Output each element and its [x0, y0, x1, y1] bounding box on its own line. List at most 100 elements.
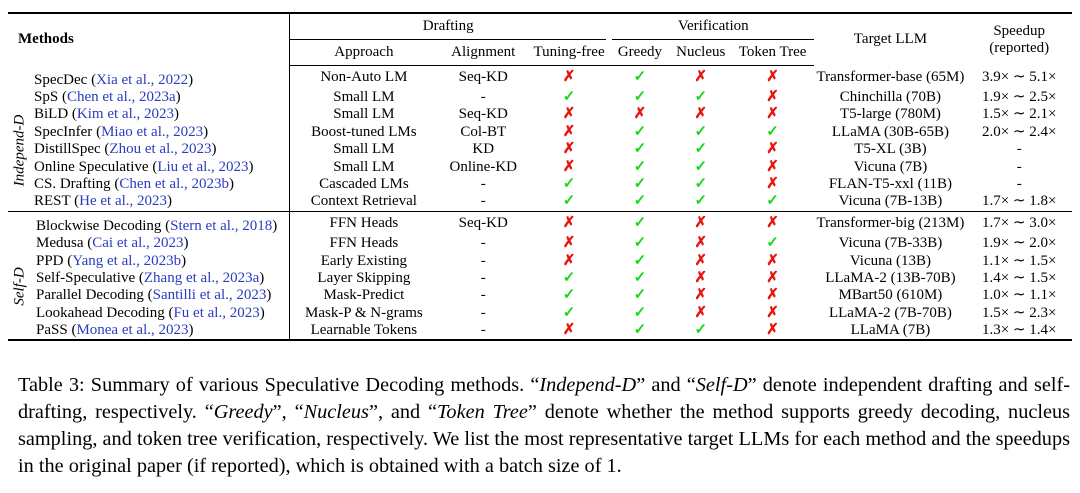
cross-icon: ✗: [529, 210, 610, 236]
method-name: CS. Drafting (Chen et al., 2023b): [34, 176, 234, 193]
speedup: 3.9× ∼ 5.1×: [981, 68, 1057, 85]
header-alignment: Alignment: [437, 39, 530, 66]
check-icon: ✓: [633, 287, 647, 304]
cross-icon: ✗: [766, 287, 779, 304]
table-row: DistillSpec (Zhou et al., 2023) Small LM…: [8, 141, 1072, 159]
header-drafting: Drafting: [289, 14, 610, 40]
header-target: Target LLM: [853, 31, 928, 48]
header-approach: Approach: [289, 39, 438, 66]
check-icon: ✓: [609, 210, 671, 236]
speedup: 1.9× ∼ 2.0×: [981, 235, 1057, 252]
approach: Mask-Predict: [289, 287, 438, 305]
cross-icon: ✗: [562, 141, 576, 158]
speedup: 1.1× ∼ 1.5×: [981, 252, 1057, 269]
citation-link[interactable]: Cai et al., 2023: [92, 235, 184, 252]
citation-link[interactable]: Liu et al., 2023: [157, 158, 249, 175]
header-verification: Verification: [606, 14, 815, 40]
method-name: BiLD (Kim et al., 2023): [34, 106, 179, 123]
cross-icon: ✗: [694, 68, 708, 85]
method-name: SpS (Chen et al., 2023a): [34, 89, 181, 106]
target-llm: LLaMA (7B): [850, 322, 931, 339]
target-llm: T5-large (780M): [839, 106, 941, 123]
speedup: -: [1016, 141, 1022, 158]
cross-icon: ✗: [562, 322, 576, 339]
check-icon: ✓: [562, 193, 576, 210]
approach: Learnable Tokens: [289, 321, 438, 340]
citation-link[interactable]: Yang et al., 2023b: [72, 252, 182, 269]
target-llm: Vicuna (7B-13B): [838, 193, 943, 210]
citation-link[interactable]: Santilli et al., 2023: [152, 287, 267, 304]
approach: Small LM: [289, 141, 438, 159]
table-row: PPD (Yang et al., 2023b) Early Existing …: [8, 252, 1072, 270]
speedup: 1.0× ∼ 1.1×: [981, 287, 1057, 304]
cross-icon: ✗: [766, 269, 779, 286]
check-icon: ✓: [562, 89, 576, 106]
target-llm: Transformer-base (65M): [816, 68, 965, 85]
citation-link[interactable]: Zhou et al., 2023: [109, 141, 212, 158]
target-llm: T5-XL (3B): [854, 141, 927, 158]
table-row: REST (He et al., 2023) Context Retrieval…: [8, 193, 1072, 212]
cross-icon: ✗: [694, 304, 708, 321]
citation-link[interactable]: Fu et al., 2023: [173, 304, 260, 321]
check-icon: ✓: [766, 193, 779, 210]
header-greedy: Greedy: [609, 39, 671, 66]
cross-icon: ✗: [562, 123, 576, 140]
table-row: CS. Drafting (Chen et al., 2023b) Cascad…: [8, 175, 1072, 194]
alignment: -: [480, 193, 486, 210]
alignment: -: [480, 176, 486, 193]
cross-icon: ✗: [766, 176, 779, 193]
group-label-independ-d: Independ-D: [11, 114, 28, 186]
cross-icon: ✗: [562, 106, 576, 123]
table-row: SpecInfer (Miao et al., 2023) Boost-tune…: [8, 123, 1072, 142]
check-icon: ✓: [694, 176, 708, 193]
speedup: 1.3× ∼ 1.4×: [981, 322, 1057, 339]
citation-link[interactable]: Chen et al., 2023a: [66, 89, 176, 106]
target-llm: LLaMA-2 (7B-70B): [828, 304, 952, 321]
check-icon: ✓: [633, 252, 647, 269]
alignment: KD: [472, 141, 495, 158]
approach: Small LM: [289, 158, 438, 176]
check-icon: ✓: [633, 141, 647, 158]
citation-link[interactable]: Stern et al., 2018: [170, 217, 273, 234]
speedup: 1.5× ∼ 2.3×: [981, 304, 1057, 321]
cross-icon: ✗: [694, 252, 708, 269]
alignment: -: [480, 322, 486, 339]
citation-link[interactable]: He et al., 2023: [79, 193, 168, 210]
approach: Early Existing: [289, 252, 438, 270]
target-llm: Chinchilla (70B): [839, 89, 942, 106]
check-icon: ✓: [562, 269, 576, 286]
cross-icon: ✗: [766, 304, 779, 321]
check-icon: ✓: [633, 322, 647, 339]
method-name: Online Speculative (Liu et al., 2023): [34, 158, 254, 175]
table-row: Self-Speculative (Zhang et al., 2023a) L…: [8, 269, 1072, 288]
check-icon: ✓: [633, 235, 647, 252]
cross-icon: ✗: [766, 252, 779, 269]
approach: Non-Auto LM: [289, 65, 438, 89]
citation-link[interactable]: Kim et al., 2023: [76, 106, 174, 123]
method-name: Parallel Decoding (Santilli et al., 2023…: [36, 287, 272, 304]
alignment: -: [480, 287, 486, 304]
header-token-tree: Token Tree: [730, 39, 815, 66]
check-icon: ✓: [694, 123, 708, 140]
header-speedup: Speedup (reported): [989, 22, 1050, 56]
citation-link[interactable]: Xia et al., 2022: [96, 71, 189, 88]
approach: Small LM: [289, 88, 438, 107]
speedup: 1.7× ∼ 1.8×: [981, 193, 1057, 210]
citation-link[interactable]: Miao et al., 2023: [101, 123, 204, 140]
cross-icon: ✗: [562, 158, 576, 175]
approach: Context Retrieval: [289, 193, 438, 212]
table-row: SpS (Chen et al., 2023a) Small LM - ✓ ✓ ✓ ✗…: [8, 88, 1072, 107]
check-icon: ✓: [766, 235, 779, 252]
header-methods: Methods: [18, 31, 74, 48]
citation-link[interactable]: Monea et al., 2023: [76, 322, 189, 339]
citation-link[interactable]: Chen et al., 2023b: [119, 176, 229, 193]
speedup: -: [1016, 176, 1022, 193]
citation-link[interactable]: Zhang et al., 2023a: [143, 269, 260, 286]
speedup: 1.9× ∼ 2.5×: [981, 89, 1057, 106]
check-icon: ✓: [633, 68, 647, 85]
check-icon: ✓: [694, 158, 708, 175]
target-llm: LLaMA-2 (13B-70B): [825, 269, 956, 286]
check-icon: ✓: [633, 158, 647, 175]
alignment: -: [480, 269, 486, 286]
cross-icon: ✗: [766, 89, 779, 106]
